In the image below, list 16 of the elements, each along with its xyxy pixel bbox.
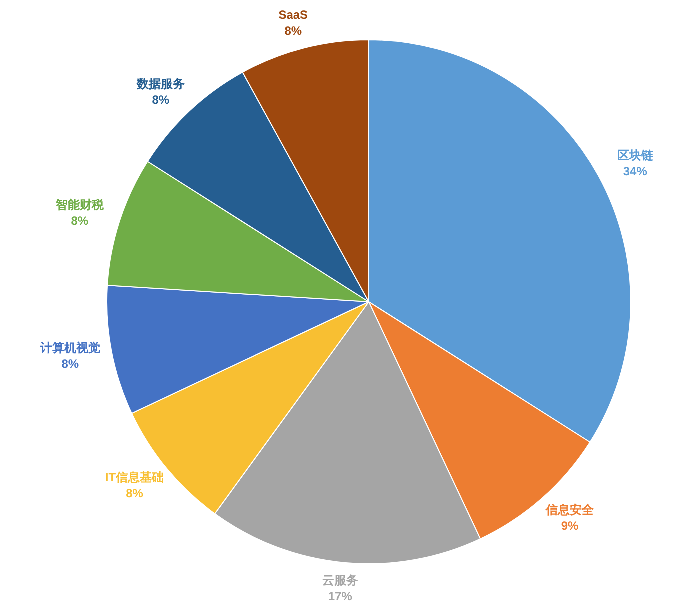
data-label: 17% <box>328 590 353 604</box>
slice-label: 信息安全 <box>545 503 596 518</box>
data-label: 34% <box>623 164 648 178</box>
slice-label: IT信息基础 <box>105 470 164 485</box>
slice-label: SaaS <box>278 8 308 22</box>
slice-label: 数据服务 <box>136 77 185 92</box>
data-label: 8% <box>62 356 80 371</box>
data-label: 9% <box>561 519 580 534</box>
data-label: 8% <box>71 214 89 228</box>
slice-label: 计算机视觉 <box>39 340 100 355</box>
slice-label: 智能财税 <box>54 198 105 212</box>
data-label: 8% <box>284 24 302 38</box>
data-label: 8% <box>152 93 170 108</box>
slice-label: 云服务 <box>322 574 358 588</box>
slice-label: 区块链 <box>617 148 654 162</box>
data-label: 8% <box>126 486 144 501</box>
